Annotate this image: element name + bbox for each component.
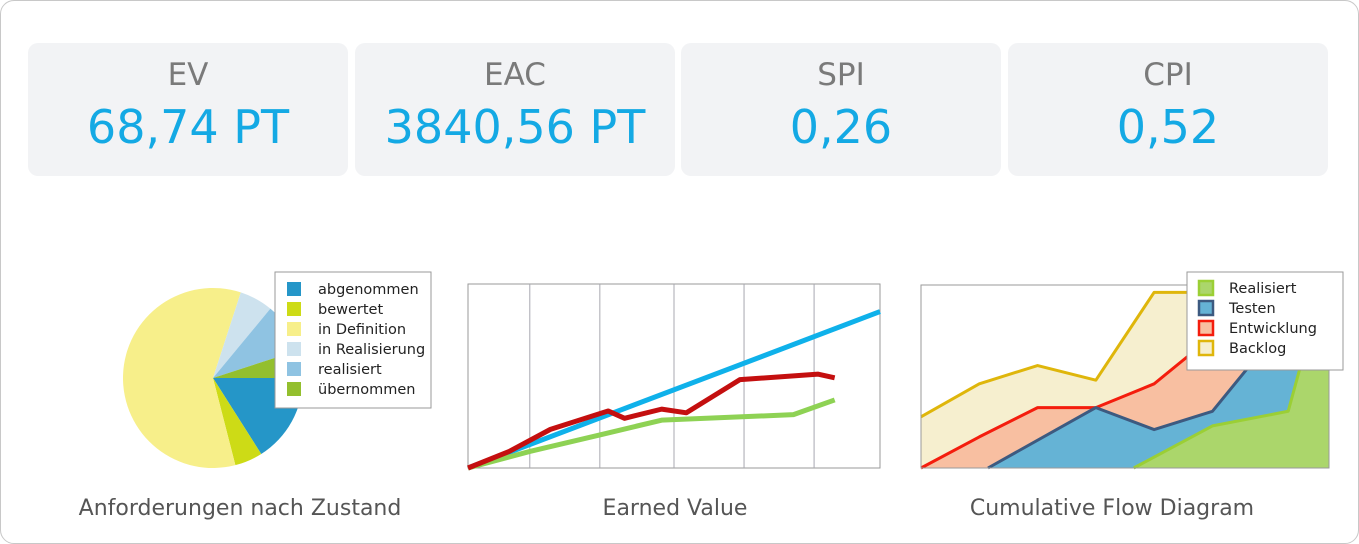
legend-label: abgenommen [318, 282, 419, 298]
legend-label: Realisiert [1229, 281, 1297, 297]
kpi-label: CPI [1143, 57, 1193, 93]
series-line-1 [467, 371, 836, 471]
legend-label: realisiert [318, 362, 382, 378]
legend-swatch [287, 342, 301, 356]
kpi-label: SPI [817, 57, 865, 93]
pie-slice-3 [213, 292, 271, 378]
legend-label: Entwicklung [1229, 321, 1317, 337]
legend-swatch [1197, 279, 1215, 297]
kpi-card-cpi: CPI 0,52 [1008, 43, 1328, 176]
area-realisiert [1133, 343, 1329, 468]
series-line-2 [467, 397, 836, 471]
cfd-title: Cumulative Flow Diagram [969, 496, 1255, 521]
legend-label: Testen [1228, 301, 1276, 317]
legend-swatch [287, 362, 301, 376]
pie-slice-2 [123, 288, 241, 468]
legend-label: Backlog [1229, 341, 1286, 357]
legend-swatch [1197, 339, 1215, 357]
legend-swatch [1197, 319, 1215, 337]
legend-label: übernommen [318, 382, 415, 398]
kpi-value: 0,52 [1116, 100, 1220, 154]
cfd-legend: Realisiert Testen Entwicklung Backlog [1186, 271, 1344, 371]
legend-swatch [1197, 299, 1215, 317]
pie-legend: abgenommen bewertet in Definition in Realis… [274, 271, 432, 409]
kpi-card-spi: SPI 0,26 [681, 43, 1001, 176]
earned-value-title: Earned Value [602, 496, 748, 521]
legend-label: in Realisierung [318, 342, 425, 358]
legend-swatch [287, 322, 301, 336]
earned-value-chart [467, 283, 881, 471]
kpi-card-ev: EV 68,74 PT [28, 43, 348, 176]
kpi-value: 0,26 [789, 100, 893, 154]
kpi-value: 68,74 PT [86, 100, 290, 154]
legend-swatch [287, 302, 301, 316]
legend-swatch [287, 382, 301, 396]
kpi-label: EV [167, 57, 209, 93]
legend-label: in Definition [318, 322, 406, 338]
kpi-card-eac: EAC 3840,56 PT [355, 43, 675, 176]
plot-border [920, 284, 1330, 469]
series-line-0 [467, 309, 881, 471]
pie-chart-title: Anforderungen nach Zustand [78, 496, 402, 521]
legend-label: bewertet [318, 302, 383, 318]
legend-swatch [287, 282, 301, 296]
kpi-label: EAC [484, 57, 546, 93]
pie-slice-1 [213, 378, 262, 466]
kpi-value: 3840,56 PT [384, 100, 646, 154]
